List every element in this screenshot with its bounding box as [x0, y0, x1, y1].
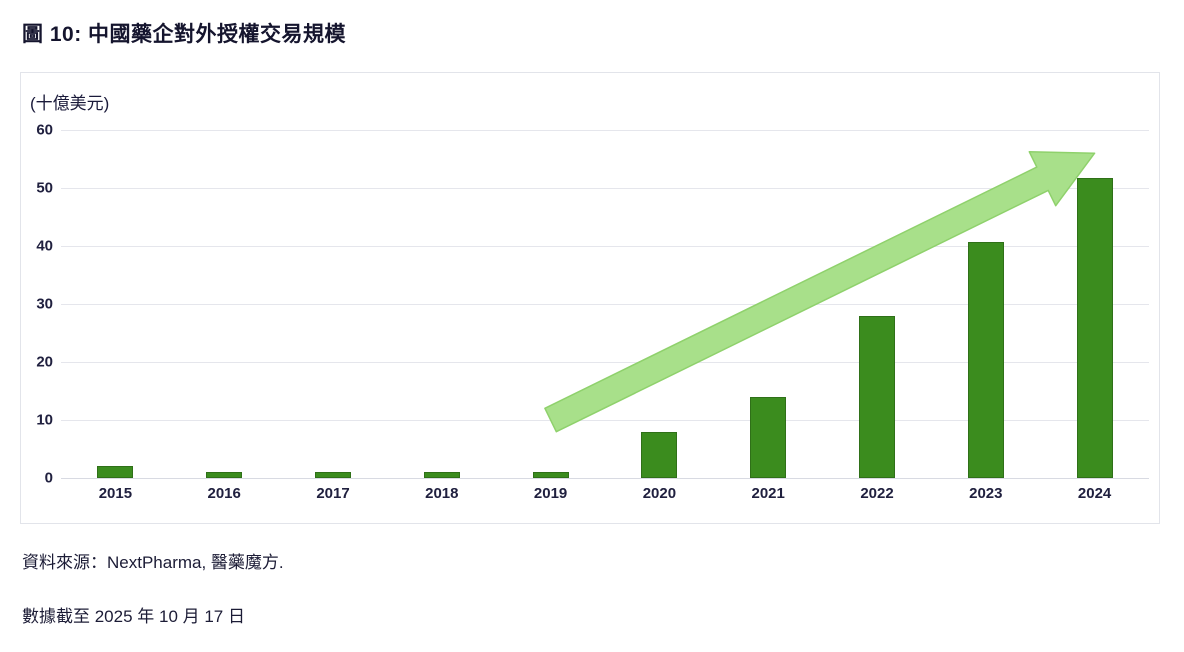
bar-2018: [423, 472, 460, 478]
y-tick-label-40: 40: [36, 237, 53, 255]
x-tick-label-2024: 2024: [1077, 485, 1112, 502]
x-tick-label-2019: 2019: [533, 485, 568, 502]
bar-2023: [967, 241, 1004, 478]
x-tick-label-2015: 2015: [98, 485, 133, 502]
plot-area: 0 10 20 30 40 50 60 2015 2016 2017 2018 2019 2020 20…: [21, 73, 1161, 525]
chart-panel: (十億美元) 0 10 20 30 40 50 60 2015 2016 2017 2018 201…: [20, 72, 1160, 524]
y-tick-label-20: 20: [36, 353, 53, 371]
x-tick-label-2016: 2016: [207, 485, 241, 502]
bar-2019: [532, 472, 569, 478]
gridline-0: [61, 478, 1149, 479]
as-of-note: 數據截至 2025 年 10 月 17 日: [22, 607, 245, 626]
bar-2024: [1076, 177, 1113, 478]
y-tick-label-50: 50: [36, 179, 53, 197]
x-tick-label-2017: 2017: [316, 485, 350, 502]
y-tick-label-60: 60: [36, 121, 53, 139]
y-axis-unit-label: (十億美元): [30, 94, 110, 113]
bar-2016: [206, 472, 243, 478]
x-tick-label-2020: 2020: [642, 485, 677, 502]
page-title: 圖 10: 中國藥企對外授權交易規模: [22, 23, 347, 46]
bar-2020: [641, 431, 678, 478]
source-note: 資料來源：NextPharma, 醫藥魔方.: [22, 553, 284, 572]
x-axis-labels: 2015 2016 2017 2018 2019 2020 2021 2022 2023 2024: [21, 73, 1161, 525]
y-tick-label-0: 0: [44, 469, 53, 487]
bar-2022: [859, 315, 895, 478]
bar-2021: [750, 396, 787, 478]
bar-2015: [97, 466, 134, 478]
x-tick-label-2023: 2023: [969, 485, 1003, 502]
bar-2017: [315, 472, 351, 478]
gridline-60: [61, 130, 1149, 131]
y-tick-label-30: 30: [36, 295, 53, 313]
y-tick-label-10: 10: [36, 411, 53, 429]
x-tick-label-2021: 2021: [751, 485, 785, 502]
x-tick-label-2018: 2018: [425, 485, 459, 502]
x-tick-label-2022: 2022: [860, 485, 894, 502]
bar-series: [21, 73, 1161, 525]
